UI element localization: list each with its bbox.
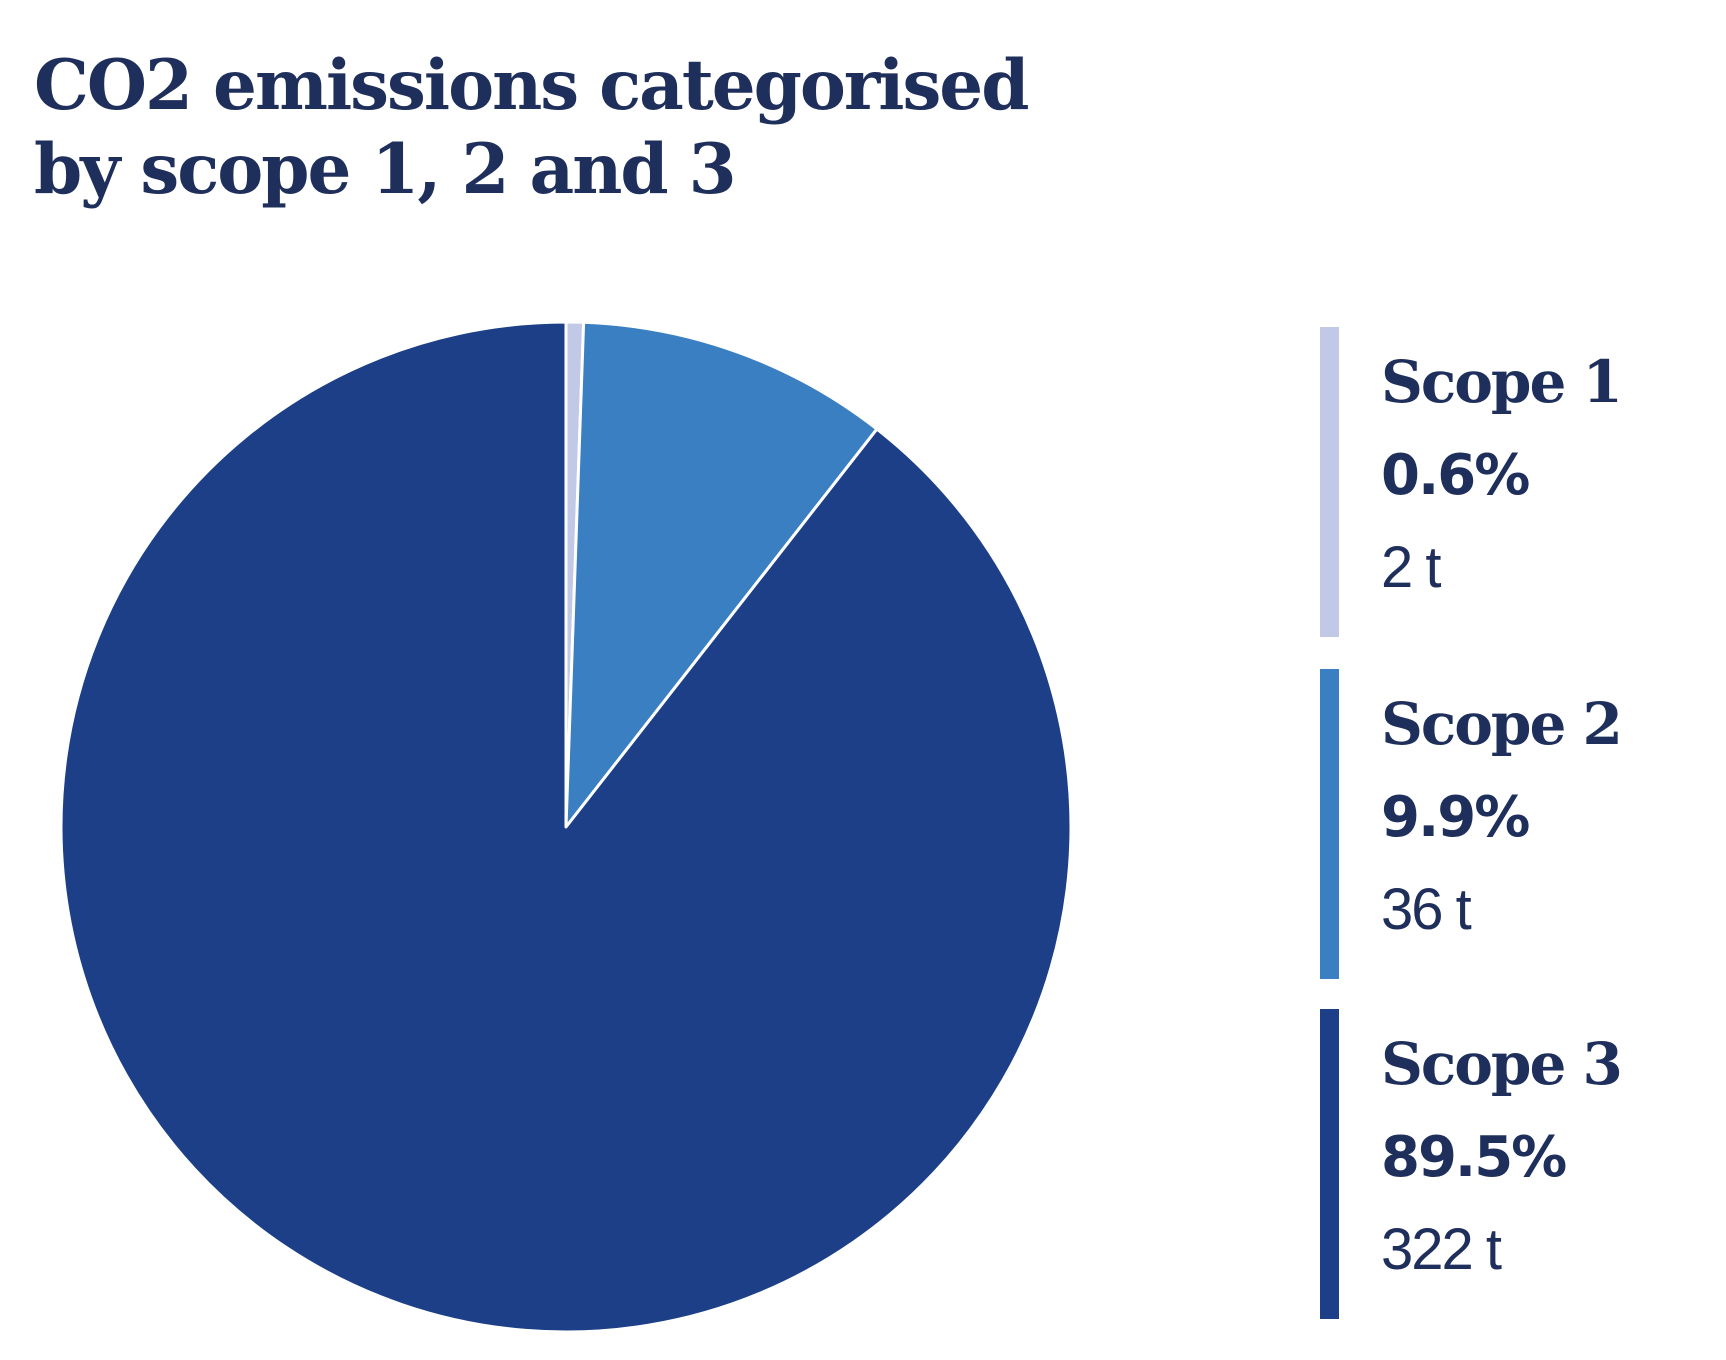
legend-value-scope-1: 2 t bbox=[1381, 535, 1441, 600]
legend-value-scope-2: 36 t bbox=[1381, 877, 1472, 942]
legend-label-scope-3: Scope 3 bbox=[1381, 1030, 1623, 1098]
chart-title: CO2 emissions categorised by scope 1, 2 … bbox=[34, 44, 1234, 212]
legend-swatch-scope-2 bbox=[1320, 669, 1339, 979]
chart-title-line-2: by scope 1, 2 and 3 bbox=[34, 129, 737, 210]
legend-percent-scope-3: 89.5% bbox=[1381, 1125, 1567, 1190]
legend-item-scope-3: Scope 3 89.5% 322 t bbox=[1320, 1009, 1680, 1319]
legend-percent-scope-2: 9.9% bbox=[1381, 785, 1530, 850]
legend-percent-scope-1: 0.6% bbox=[1381, 443, 1530, 508]
legend-value-scope-3: 322 t bbox=[1381, 1217, 1502, 1282]
legend-item-scope-2: Scope 2 9.9% 36 t bbox=[1320, 669, 1680, 979]
legend-swatch-scope-3 bbox=[1320, 1009, 1339, 1319]
legend-swatch-scope-1 bbox=[1320, 327, 1339, 637]
pie-slice-scope-2 bbox=[564, 320, 879, 829]
legend-label-scope-1: Scope 1 bbox=[1381, 348, 1623, 416]
pie-slice-scope-3 bbox=[59, 320, 1073, 1334]
legend-item-scope-1: Scope 1 0.6% 2 t bbox=[1320, 327, 1680, 637]
legend-label-scope-2: Scope 2 bbox=[1381, 690, 1623, 758]
chart-title-line-1: CO2 emissions categorised bbox=[34, 45, 1029, 126]
